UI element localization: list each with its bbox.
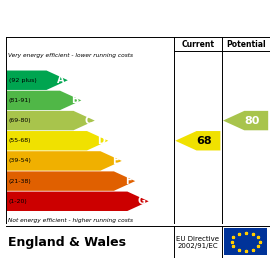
Text: (1-20): (1-20) — [9, 199, 28, 204]
Text: 68: 68 — [196, 136, 212, 146]
Polygon shape — [7, 91, 81, 110]
Text: (21-38): (21-38) — [9, 179, 31, 184]
Text: F: F — [125, 176, 132, 186]
Polygon shape — [175, 131, 220, 150]
Text: (92 plus): (92 plus) — [9, 78, 36, 83]
Text: (81-91): (81-91) — [9, 98, 31, 103]
Text: Very energy efficient - lower running costs: Very energy efficient - lower running co… — [8, 53, 133, 58]
Polygon shape — [7, 111, 95, 130]
Text: EU Directive
2002/91/EC: EU Directive 2002/91/EC — [176, 236, 219, 249]
Polygon shape — [7, 151, 122, 171]
Text: E: E — [112, 156, 119, 166]
Text: D: D — [97, 136, 105, 146]
Text: 80: 80 — [244, 116, 260, 126]
Text: (69-80): (69-80) — [9, 118, 31, 123]
Polygon shape — [223, 111, 268, 130]
Polygon shape — [7, 131, 108, 150]
Polygon shape — [7, 70, 68, 90]
Text: A: A — [57, 75, 65, 85]
Text: Potential: Potential — [226, 40, 265, 49]
Text: G: G — [138, 196, 145, 206]
Polygon shape — [7, 192, 149, 211]
Text: (39-54): (39-54) — [9, 158, 32, 163]
Text: B: B — [71, 95, 78, 106]
Polygon shape — [7, 171, 135, 191]
Text: C: C — [84, 116, 92, 126]
Text: Energy Efficiency Rating: Energy Efficiency Rating — [13, 15, 197, 28]
Text: England & Wales: England & Wales — [8, 236, 126, 249]
Text: Current: Current — [181, 40, 214, 49]
Text: Not energy efficient - higher running costs: Not energy efficient - higher running co… — [8, 217, 133, 223]
Text: (55-68): (55-68) — [9, 138, 31, 143]
FancyBboxPatch shape — [224, 228, 267, 255]
